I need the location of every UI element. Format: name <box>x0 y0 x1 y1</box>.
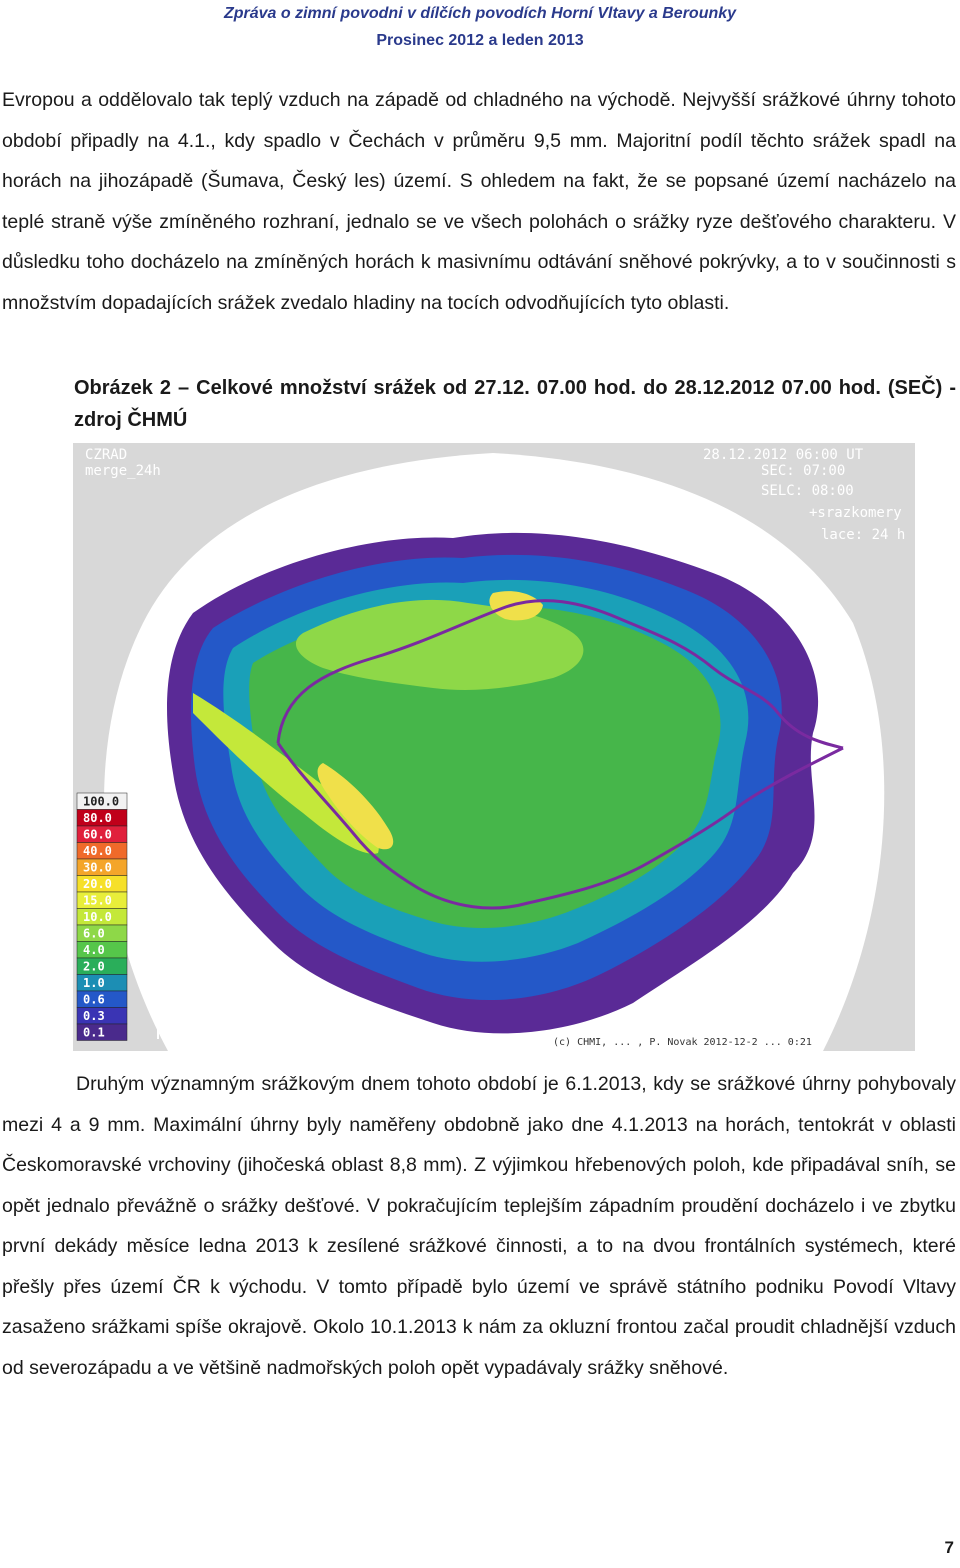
precip-max-sumava <box>317 763 394 850</box>
radar-scale-bar: 100 km <box>157 1014 264 1039</box>
legend-label: 4.0 <box>83 943 105 957</box>
header-subtitle: Prosinec 2012 a leden 2013 <box>376 32 584 49</box>
legend-label: 15.0 <box>83 894 112 908</box>
radar-label-selc: SELC: 08:00 <box>761 483 854 499</box>
legend-label: 0.3 <box>83 1009 105 1023</box>
legend-label: 0.6 <box>83 993 105 1007</box>
radar-credit: (c) CHMI, ... , P. Novak 2012-12-2 ... 0… <box>553 1037 812 1048</box>
legend-label: 6.0 <box>83 927 105 941</box>
precip-streak-southwest <box>193 693 379 854</box>
legend-label: 10.0 <box>83 910 112 924</box>
paragraph-2: Druhým významným srážkovým dnem tohoto o… <box>2 1073 956 1379</box>
legend-label: 30.0 <box>83 861 112 875</box>
radar-label-accum: lace: 24 h <box>821 527 905 543</box>
radar-text-overlay: CZRAD merge_24h 28.12.2012 06:00 UT SEC:… <box>85 447 905 543</box>
precip-max-krusne <box>489 591 543 621</box>
country-border <box>276 599 844 910</box>
radar-legend: 100.0 80.0 60.0 40.0 30.0 20.0 15.0 10.0 6.0 4.0 2… <box>76 792 128 1041</box>
radar-label-sec: SEC: 07:00 <box>761 463 845 479</box>
radar-map-svg: CZRAD merge_24h 28.12.2012 06:00 UT SEC:… <box>73 443 915 1051</box>
radar-label-datetime: 28.12.2012 06:00 UT <box>703 447 864 463</box>
legend-label: 1.0 <box>83 976 105 990</box>
scale-label: 100 km <box>185 1014 232 1029</box>
figure-caption: Obrázek 2 – Celkové množství srážek od 2… <box>74 377 956 431</box>
radar-label-product: CZRAD <box>85 447 127 463</box>
precip-area-light-green <box>295 599 584 690</box>
header-title: Zpráva o zimní povodni v dílčích povodíc… <box>223 5 737 22</box>
legend-label: 60.0 <box>83 828 112 842</box>
legend-swatch <box>76 1023 128 1041</box>
page-header: Zpráva o zimní povodni v dílčích povodíc… <box>0 0 960 54</box>
legend-label: 40.0 <box>83 844 112 858</box>
radar-precipitation-map: CZRAD merge_24h 28.12.2012 06:00 UT SEC:… <box>73 443 915 1051</box>
radar-label-gauges: +srazkomery <box>809 505 902 521</box>
paragraph-1: Evropou a oddělovalo tak teplý vzduch na… <box>2 89 956 314</box>
page-number: 7 <box>944 1538 954 1557</box>
legend-label: 20.0 <box>83 877 112 891</box>
legend-label: 80.0 <box>83 811 112 825</box>
legend-label: 0.1 <box>83 1026 105 1040</box>
radar-label-merge: merge_24h <box>85 463 161 479</box>
legend-label: 2.0 <box>83 960 105 974</box>
legend-label: 100.0 <box>83 795 119 809</box>
